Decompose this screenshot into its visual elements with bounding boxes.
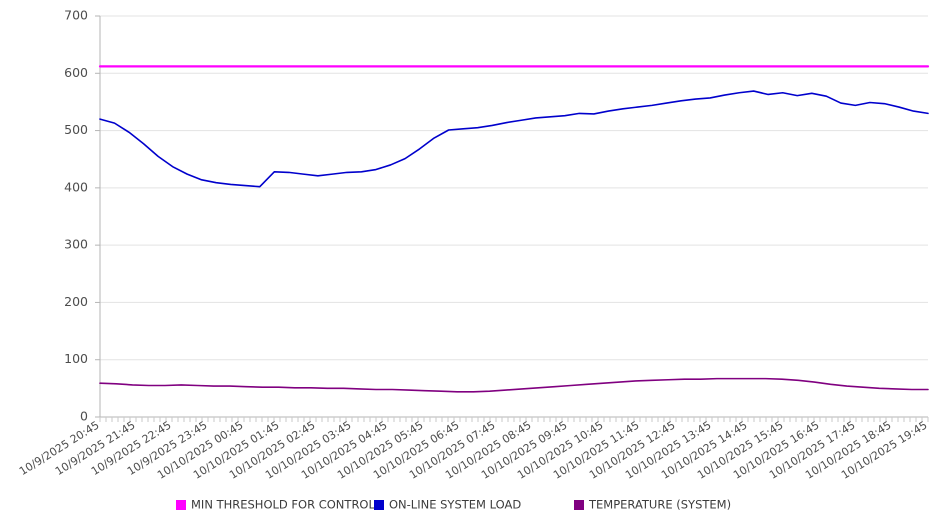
legend-swatch-1 xyxy=(374,500,384,510)
series-line-2 xyxy=(99,377,929,393)
y-tick-label-500: 500 xyxy=(64,122,88,137)
y-axis: 0 100 200 300 400 500 600 700 xyxy=(64,8,101,424)
data-series xyxy=(98,65,930,393)
y-tick-label-700: 700 xyxy=(64,8,88,23)
y-tick-label-0: 0 xyxy=(80,409,88,424)
y-tick-label-400: 400 xyxy=(64,179,88,194)
gridlines xyxy=(100,15,928,418)
chart-legend: MIN THRESHOLD FOR CONTROL ON-LINE SYSTEM … xyxy=(176,498,731,512)
y-tick-label-200: 200 xyxy=(64,294,88,309)
legend-label-1: ON-LINE SYSTEM LOAD xyxy=(389,498,521,512)
legend-swatch-0 xyxy=(176,500,186,510)
legend-swatch-2 xyxy=(574,500,584,510)
y-tick-label-600: 600 xyxy=(64,65,88,80)
x-axis xyxy=(99,416,929,422)
y-tick-label-300: 300 xyxy=(64,237,88,252)
series-line-1 xyxy=(99,90,929,188)
legend-label-2: TEMPERATURE (SYSTEM) xyxy=(588,498,731,512)
y-tick-label-100: 100 xyxy=(64,351,88,366)
legend-label-0: MIN THRESHOLD FOR CONTROL xyxy=(191,498,375,512)
